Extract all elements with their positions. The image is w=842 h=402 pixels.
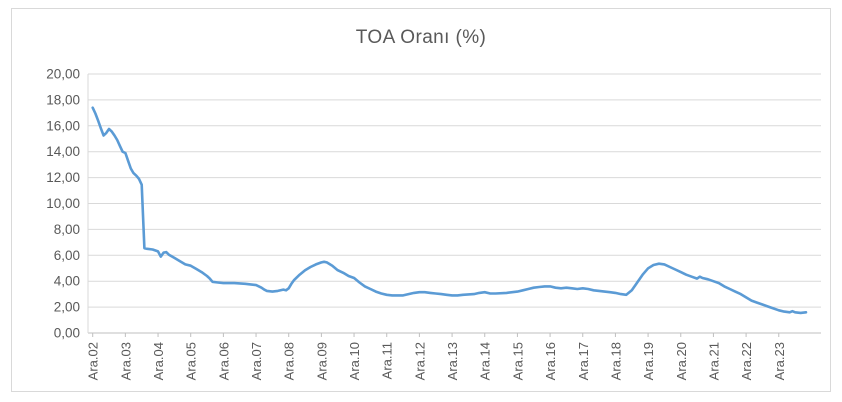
y-tick-label: 0,00	[54, 326, 80, 341]
x-tick-label: Ara.21	[706, 342, 721, 380]
y-tick-label: 4,00	[54, 274, 80, 289]
x-tick-label: Ara.20	[674, 342, 689, 380]
x-tick-label: Ara.08	[282, 342, 297, 380]
x-tick-label: Ara.10	[347, 342, 362, 380]
plot-area: 0,00 2,00 4,00 6,00 8,00 10,00 12,00 14,00 16,00…	[46, 67, 821, 380]
x-tick-label: Ara.06	[216, 342, 231, 380]
y-tick-label: 10,00	[46, 196, 80, 211]
x-tick-label: Ara.22	[739, 342, 754, 380]
chart-frame: TOA Oranı (%) 0,00 2,00 4,00 6,00 8,00 10,00 1…	[11, 8, 831, 392]
y-tick-label: 6,00	[54, 248, 80, 263]
y-tick-label: 18,00	[46, 92, 80, 107]
x-tick-label: Ara.09	[314, 342, 329, 380]
x-tick-label: Ara.17	[576, 342, 591, 380]
x-tick-label: Ara.16	[543, 342, 558, 380]
x-tick-label: Ara.18	[608, 342, 623, 380]
x-tick-label: Ara.15	[510, 342, 525, 380]
x-tick-label: Ara.11	[380, 342, 395, 379]
x-tick-label: Ara.03	[118, 342, 133, 380]
y-tick-label: 8,00	[54, 222, 80, 237]
y-tick-label: 16,00	[46, 118, 80, 133]
x-tick-label: Ara.12	[412, 342, 427, 380]
y-tick-label: 12,00	[46, 170, 80, 185]
x-tick-label: Ara.04	[151, 342, 166, 380]
y-tick-label: 14,00	[46, 144, 80, 159]
series-line	[91, 106, 808, 315]
x-tick-label: Ara.13	[445, 342, 460, 380]
x-tick-label: Ara.05	[184, 342, 199, 380]
x-tick-label: Ara.02	[86, 342, 101, 380]
y-tick-label: 20,00	[46, 67, 80, 82]
x-tick-label: Ara.23	[772, 342, 787, 380]
x-tick-label: Ara.07	[249, 342, 264, 380]
x-tick-label: Ara.19	[641, 342, 656, 380]
x-tick-label: Ara.14	[478, 342, 493, 380]
y-tick-label: 2,00	[54, 300, 80, 315]
chart-title: TOA Oranı (%)	[355, 27, 487, 48]
